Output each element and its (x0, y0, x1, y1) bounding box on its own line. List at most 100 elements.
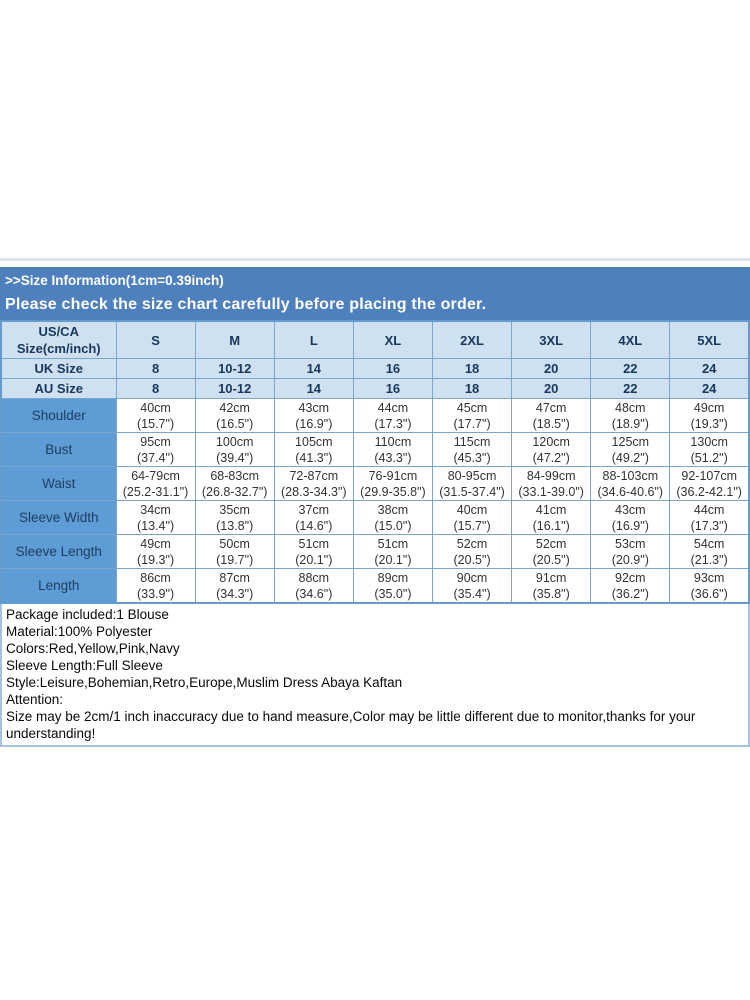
measurement-shoulder-l: 43cm (16.9") (273, 398, 354, 433)
measurement-waist-4xl: 88-103cm (34.6-40.6") (590, 466, 671, 501)
size-value-3xl: 20 (511, 378, 592, 399)
table-header-row: US/CA Size(cm/inch) S M L XL 2XL 3XL 4XL 5XL (0, 320, 750, 359)
measurement-waist-3xl: 84-99cm (33.1-39.0") (511, 466, 592, 501)
measurement-sleeve-length-xl: 51cm (20.1") (352, 534, 434, 569)
size-value-xl: 16 (352, 358, 434, 379)
measurement-length-l: 88cm (34.6") (273, 568, 354, 604)
size-value-s: 8 (115, 378, 196, 399)
size-value-l: 14 (273, 358, 354, 379)
measure-row-sleeve-width: Sleeve Width 34cm (13.4") 35cm (13.8") 37cm (1… (0, 500, 750, 535)
measure-label-bust: Bust (0, 432, 117, 467)
column-header-m: M (194, 320, 275, 359)
size-value-s: 8 (115, 358, 196, 379)
measurement-sleeve-width-m: 35cm (13.8") (194, 500, 275, 535)
column-header-3xl: 3XL (511, 320, 592, 359)
measurement-sleeve-width-5xl: 44cm (17.3") (669, 500, 750, 535)
measurement-length-m: 87cm (34.3") (194, 568, 275, 604)
measure-label-shoulder: Shoulder (0, 398, 117, 433)
measurement-shoulder-4xl: 48cm (18.9") (590, 398, 671, 433)
measurement-bust-2xl: 115cm (45.3") (431, 432, 513, 467)
measurement-shoulder-3xl: 47cm (18.5") (511, 398, 592, 433)
detail-line-7: Size may be 2cm/1 inch inaccuracy due to… (6, 709, 696, 741)
measurement-length-2xl: 90cm (35.4") (431, 568, 513, 604)
measurement-sleeve-width-xl: 38cm (15.0") (352, 500, 434, 535)
measurement-sleeve-length-5xl: 54cm (21.3") (669, 534, 750, 569)
size-value-5xl: 24 (669, 378, 750, 399)
uk-size-row: UK Size 8 10-12 14 16 18 20 22 24 (0, 358, 750, 379)
measurement-waist-l: 72-87cm (28.3-34.3") (273, 466, 354, 501)
measurement-bust-4xl: 125cm (49.2") (590, 432, 671, 467)
column-header-l: L (273, 320, 354, 359)
measurement-shoulder-5xl: 49cm (19.3") (669, 398, 750, 433)
measurement-shoulder-2xl: 45cm (17.7") (431, 398, 513, 433)
measurement-shoulder-m: 42cm (16.5") (194, 398, 275, 433)
measurement-sleeve-length-3xl: 52cm (20.5") (511, 534, 592, 569)
au-size-row: AU Size 8 10-12 14 16 18 20 22 24 (0, 378, 750, 399)
au-size-label: AU Size (0, 378, 117, 399)
corner-header-cell: US/CA Size(cm/inch) (0, 320, 117, 359)
measurement-sleeve-length-4xl: 53cm (20.9") (590, 534, 671, 569)
measurement-length-xl: 89cm (35.0") (352, 568, 434, 604)
size-value-xl: 16 (352, 378, 434, 399)
column-header-s: S (115, 320, 196, 359)
measurement-bust-l: 105cm (41.3") (273, 432, 354, 467)
size-info-header: >>Size Information(1cm=0.39inch) Please … (0, 267, 750, 320)
measurement-bust-5xl: 130cm (51.2") (669, 432, 750, 467)
measurement-waist-s: 64-79cm (25.2-31.1") (115, 466, 196, 501)
measurement-sleeve-length-s: 49cm (19.3") (115, 534, 196, 569)
size-value-2xl: 18 (431, 378, 513, 399)
measurement-bust-xl: 110cm (43.3") (352, 432, 434, 467)
column-header-2xl: 2XL (431, 320, 513, 359)
measure-row-waist: Waist 64-79cm (25.2-31.1") 68-83cm (26.8-32.… (0, 466, 750, 501)
measure-row-bust: Bust 95cm (37.4") 100cm (39.4") 105cm (41.3") 1… (0, 432, 750, 467)
measurement-shoulder-xl: 44cm (17.3") (352, 398, 434, 433)
measure-label-sleeve-width: Sleeve Width (0, 500, 117, 535)
measurement-waist-xl: 76-91cm (29.9-35.8") (352, 466, 434, 501)
size-value-2xl: 18 (431, 358, 513, 379)
size-chart-warning: Please check the size chart carefully be… (5, 296, 487, 313)
measure-row-sleeve-length: Sleeve Length 49cm (19.3") 50cm (19.7") 51cm(… (0, 534, 750, 569)
measure-label-waist: Waist (0, 466, 117, 501)
size-value-m: 10-12 (194, 378, 275, 399)
measurement-sleeve-width-3xl: 41cm (16.1") (511, 500, 592, 535)
product-details: Package included:1 Blouse Material:100% P… (0, 604, 750, 747)
size-chart-body: US/CA Size(cm/inch) S M L XL 2XL 3XL 4XL 5XL UK Si… (0, 320, 750, 604)
measurement-sleeve-length-2xl: 52cm (20.5") (431, 534, 513, 569)
size-chart-table: US/CA Size(cm/inch) S M L XL 2XL 3XL 4XL 5XL UK Si… (0, 320, 750, 604)
measurement-length-5xl: 93cm (36.6") (669, 568, 750, 604)
measurement-sleeve-width-s: 34cm (13.4") (115, 500, 196, 535)
detail-line-2: Material:100% Polyester (6, 624, 153, 639)
measurement-bust-s: 95cm (37.4") (115, 432, 196, 467)
measure-label-length: Length (0, 568, 117, 604)
measurement-length-s: 86cm (33.9") (115, 568, 196, 604)
size-value-3xl: 20 (511, 358, 592, 379)
measurement-shoulder-s: 40cm (15.7") (115, 398, 196, 433)
measurement-length-4xl: 92cm (36.2") (590, 568, 671, 604)
detail-line-1: Package included:1 Blouse (6, 607, 169, 622)
detail-line-6: Attention: (6, 692, 64, 707)
column-header-xl: XL (352, 320, 434, 359)
measure-row-length: Length 86cm (33.9") 87cm (34.3") 88cm (34.6") 8… (0, 568, 750, 604)
detail-line-3: Colors:Red,Yellow,Pink,Navy (6, 641, 180, 656)
size-value-4xl: 22 (590, 378, 671, 399)
measurement-sleeve-width-2xl: 40cm (15.7") (431, 500, 513, 535)
detail-line-4: Sleeve Length:Full Sleeve (6, 658, 163, 673)
measurement-waist-2xl: 80-95cm (31.5-37.4") (431, 466, 513, 501)
size-value-5xl: 24 (669, 358, 750, 379)
measurement-bust-3xl: 120cm (47.2") (511, 432, 592, 467)
detail-line-5: Style:Leisure,Bohemian,Retro,Europe,Musl… (6, 675, 403, 690)
size-value-m: 10-12 (194, 358, 275, 379)
measurement-sleeve-width-4xl: 43cm (16.9") (590, 500, 671, 535)
measure-label-sleeve-length: Sleeve Length (0, 534, 117, 569)
size-value-l: 14 (273, 378, 354, 399)
size-info-title: >>Size Information(1cm=0.39inch) (5, 273, 224, 288)
measurement-sleeve-length-m: 50cm (19.7") (194, 534, 275, 569)
measurement-sleeve-width-l: 37cm (14.6") (273, 500, 354, 535)
column-header-5xl: 5XL (669, 320, 750, 359)
measurement-bust-m: 100cm (39.4") (194, 432, 275, 467)
size-value-4xl: 22 (590, 358, 671, 379)
column-header-4xl: 4XL (590, 320, 671, 359)
top-divider-line (0, 258, 750, 261)
measurement-waist-5xl: 92-107cm (36.2-42.1") (669, 466, 750, 501)
measure-row-shoulder: Shoulder 40cm (15.7") 42cm (16.5") 43cm (16.9"… (0, 398, 750, 433)
